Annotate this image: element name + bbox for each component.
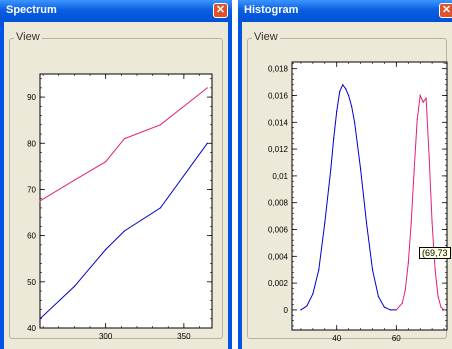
spectrum-y-tick-label: 50 xyxy=(27,278,36,287)
spectrum-window: Spectrum ✕ View 300 350 40 50 60 70 80 90 xyxy=(0,0,232,349)
histogram-series-1-point xyxy=(312,293,314,295)
histogram-y-tick-label: 0 xyxy=(284,306,289,315)
spectrum-client-area: View 300 350 40 50 60 70 80 90 xyxy=(4,22,228,349)
spectrum-y-tick-label: 90 xyxy=(27,93,36,102)
histogram-series-2-point xyxy=(428,155,430,157)
spectrum-chart[interactable]: 300 350 40 50 60 70 80 90 xyxy=(10,44,218,344)
histogram-series-1-point xyxy=(371,269,374,271)
spectrum-x-tick-label: 350 xyxy=(177,332,191,341)
histogram-titlebar[interactable]: Histogram ✕ xyxy=(238,0,452,22)
histogram-y-tick-label: 0,01 xyxy=(272,172,288,181)
spectrum-series-2-point xyxy=(39,318,41,320)
spectrum-view-group xyxy=(9,38,223,339)
histogram-series-1-point xyxy=(365,222,368,224)
spectrum-y-tick-label: 70 xyxy=(27,185,36,194)
spectrum-series-line-1 xyxy=(40,87,208,202)
spectrum-series-1-point xyxy=(206,87,208,89)
spectrum-titlebar[interactable]: Spectrum ✕ xyxy=(0,0,232,22)
spectrum-series-2-point xyxy=(123,230,125,232)
histogram-series-1-point xyxy=(351,105,353,107)
histogram-series-2-point xyxy=(425,97,427,99)
histogram-plot-area xyxy=(291,61,448,331)
spectrum-series-1-point xyxy=(105,161,107,163)
spectrum-title: Spectrum xyxy=(6,4,57,16)
histogram-series-2-point xyxy=(434,269,436,271)
histogram-close-button[interactable]: ✕ xyxy=(439,3,452,18)
histogram-series-2-point xyxy=(437,295,439,298)
spectrum-y-tick-label: 80 xyxy=(27,139,36,148)
histogram-y-tick-label: 0,012 xyxy=(268,145,289,154)
spectrum-series-1-point xyxy=(39,200,41,202)
histogram-series-1-point xyxy=(333,137,335,139)
spectrum-series-1-point xyxy=(123,138,125,140)
histogram-series-2-point xyxy=(419,94,421,97)
histogram-x-tick-label: 40 xyxy=(332,334,341,343)
histogram-client-area: View 40 60 0 0,002 0,004 0,006 0,008 0,01 0,012 0… xyxy=(242,22,452,349)
spectrum-x-tick-label: 300 xyxy=(99,332,113,341)
histogram-y-tick-label: 0,006 xyxy=(268,226,289,235)
histogram-series-2-point xyxy=(431,222,433,224)
histogram-series-2-point xyxy=(440,306,442,308)
histogram-series-2-point xyxy=(422,101,424,103)
close-icon: ✕ xyxy=(215,4,226,16)
spectrum-series-2-point xyxy=(105,248,107,251)
histogram-x-tick-label: 60 xyxy=(392,334,401,343)
histogram-series-1-point xyxy=(324,222,326,224)
histogram-series-1-point xyxy=(318,269,320,271)
histogram-series-1-point xyxy=(348,94,350,97)
histogram-series-2-point xyxy=(395,309,397,311)
spectrum-plot-area xyxy=(39,73,213,329)
spectrum-series-line-2 xyxy=(40,143,208,320)
spectrum-y-tick-label: 40 xyxy=(27,324,36,333)
histogram-series-1-point xyxy=(336,111,338,113)
histogram-y-tick-label: 0,014 xyxy=(268,118,289,127)
histogram-series-1-point xyxy=(306,305,308,307)
spectrum-view-label: View xyxy=(14,31,42,43)
histogram-series-1-point xyxy=(383,306,385,308)
histogram-series-2-point xyxy=(410,222,412,224)
spectrum-series-2-point xyxy=(159,207,161,209)
histogram-series-2-point xyxy=(407,262,409,264)
spectrum-series-2-point xyxy=(73,285,75,287)
histogram-window: Histogram ✕ View 40 60 0 0,002 0,004 0,006 0,0… xyxy=(238,0,452,349)
histogram-series-2-point xyxy=(413,168,415,170)
histogram-series-2-point xyxy=(404,289,406,291)
spectrum-series-1-point xyxy=(73,179,75,181)
histogram-title: Histogram xyxy=(244,4,299,16)
spectrum-close-button[interactable]: ✕ xyxy=(213,3,228,18)
spectrum-y-tick-label: 60 xyxy=(27,232,36,241)
histogram-y-tick-label: 0,004 xyxy=(268,252,289,261)
histogram-y-tick-label: 0,002 xyxy=(268,279,289,288)
histogram-series-line-2 xyxy=(395,93,445,311)
histogram-series-1-point xyxy=(354,121,356,123)
histogram-chart[interactable]: 40 60 0 0,002 0,004 0,006 0,008 0,01 0,012 0,014 0… xyxy=(248,44,452,344)
histogram-y-tick-label: 0,018 xyxy=(268,65,289,74)
histogram-series-2-point xyxy=(401,302,403,304)
histogram-series-2-point xyxy=(416,119,418,121)
histogram-series-1-point xyxy=(360,168,362,170)
histogram-series-1-point xyxy=(377,295,379,298)
spectrum-series-1-point xyxy=(159,124,161,126)
histogram-series-1-point xyxy=(389,309,391,311)
histogram-series-1-point xyxy=(342,84,344,86)
histogram-view-label: View xyxy=(252,31,280,43)
histogram-series-1-point xyxy=(330,168,332,170)
histogram-series-1-point xyxy=(345,88,347,90)
histogram-y-tick-label: 0,016 xyxy=(268,92,289,101)
spectrum-series-2-point xyxy=(206,142,208,144)
histogram-series-2-point xyxy=(443,309,445,311)
histogram-series-1-point xyxy=(300,309,302,311)
histogram-series-1-point xyxy=(339,90,341,93)
histogram-y-tick-label: 0,008 xyxy=(268,199,289,208)
close-icon: ✕ xyxy=(441,4,452,16)
cursor-coordinate-tooltip: (69,73 xyxy=(419,247,451,259)
